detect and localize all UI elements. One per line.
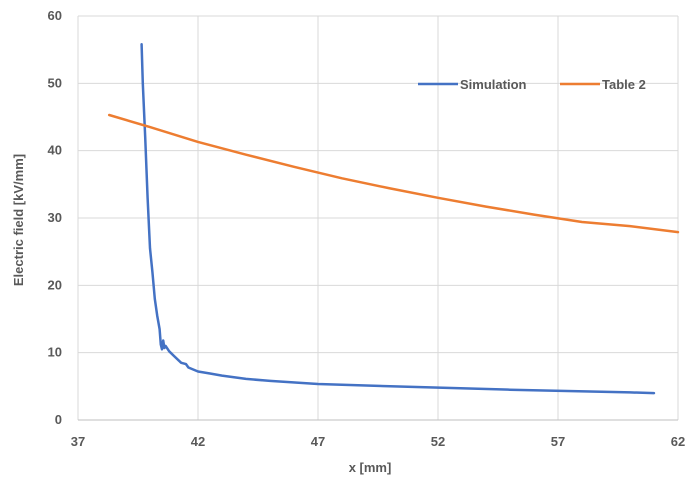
x-tick-label: 37 xyxy=(71,434,85,449)
legend-label: Simulation xyxy=(460,77,527,92)
legend-label: Table 2 xyxy=(602,77,646,92)
tick-labels: 37 42 47 52 57 62 0 10 20 30 40 50 60 xyxy=(48,8,686,449)
series-lines xyxy=(107,43,680,395)
x-tick-label: 47 xyxy=(311,434,325,449)
x-tick-label: 42 xyxy=(191,434,205,449)
x-axis-title: x [mm] xyxy=(349,460,392,475)
y-axis-title: Electric field [kV/mm] xyxy=(11,154,26,286)
y-tick-label: 10 xyxy=(48,345,62,360)
y-tick-label: 0 xyxy=(55,412,62,427)
y-tick-label: 40 xyxy=(48,143,62,158)
y-tick-label: 30 xyxy=(48,210,62,225)
x-tick-label: 52 xyxy=(431,434,445,449)
y-tick-label: 20 xyxy=(48,277,62,292)
y-tick-label: 60 xyxy=(48,8,62,23)
legend: Simulation Table 2 xyxy=(418,77,646,92)
y-tick-label: 50 xyxy=(48,75,62,90)
series-line-simulation xyxy=(140,43,656,395)
series-line-table-2 xyxy=(107,113,680,234)
x-tick-label: 57 xyxy=(551,434,565,449)
x-tick-label: 62 xyxy=(671,434,685,449)
